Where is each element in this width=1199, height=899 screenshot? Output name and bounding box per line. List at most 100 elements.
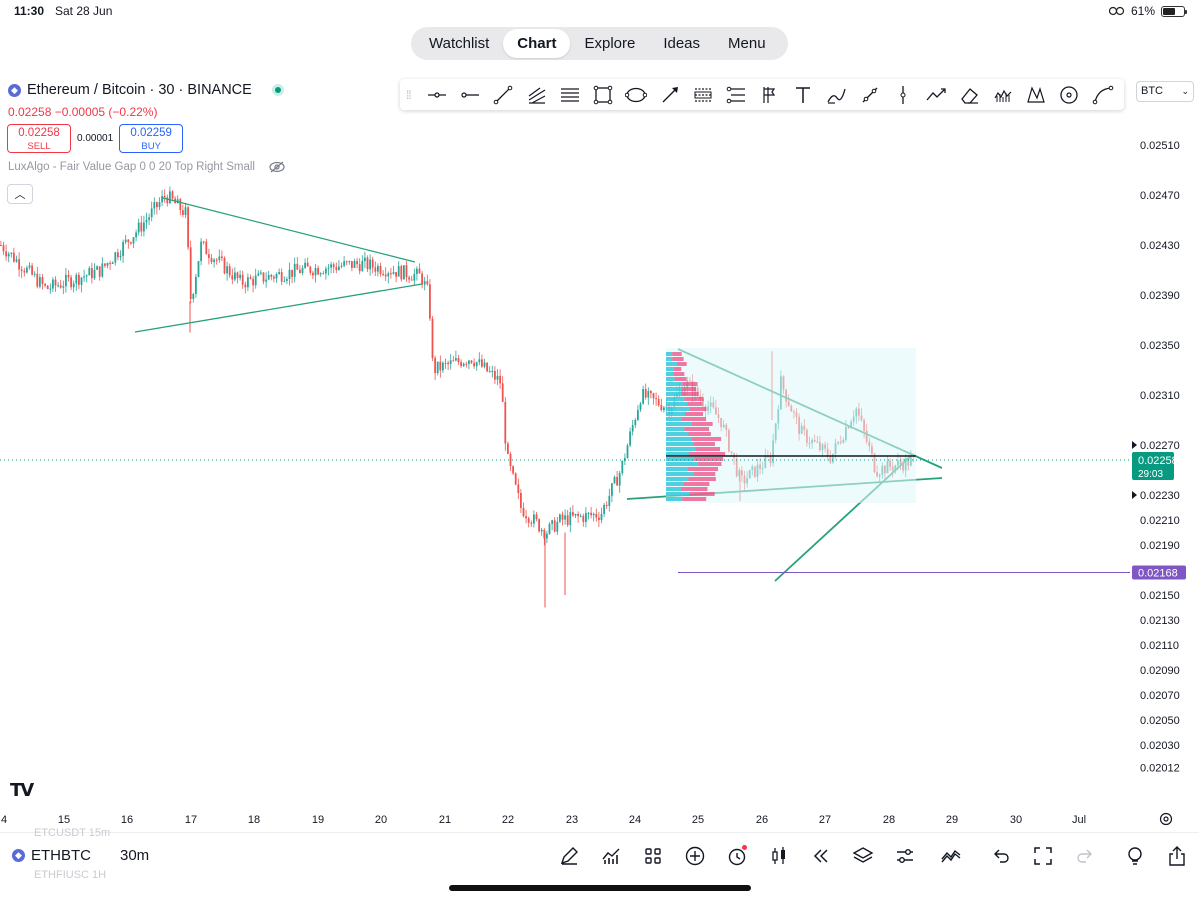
share-button[interactable] [1156,842,1198,870]
candle-body [111,262,114,264]
polyline-tool[interactable] [919,81,952,109]
volume-bar-up [666,417,682,421]
parallel-channel-tool[interactable] [553,81,586,109]
pitchfork-tool[interactable] [520,81,553,109]
candle-body [150,208,153,218]
price-chart[interactable]: 0.02510 0.02470 0.02430 0.02390 0.02350 0.023… [0,130,1199,830]
symbol-header[interactable]: ◆ Ethereum / Bitcoin · 30 · BINANCE [8,82,284,98]
candle-body [278,272,280,275]
indicator-legend[interactable]: LuxAlgo - Fair Value Gap 0 0 20 Top Righ… [8,161,285,173]
tab-chart[interactable]: Chart [503,29,571,58]
tab-ideas[interactable]: Ideas [663,35,701,52]
candle-body [10,252,13,254]
compare-button[interactable] [930,842,972,870]
fullscreen-button[interactable] [1022,842,1064,870]
interval-selector[interactable]: 30m [120,847,150,864]
tab-menu[interactable]: Menu [728,35,766,52]
symbol-title[interactable]: Ethereum / Bitcoin · 30 · BINANCE [27,82,252,98]
candle-body [62,286,65,288]
replay-button[interactable] [800,842,842,870]
candle-body [72,283,75,288]
candle-body [208,254,210,259]
layers-button[interactable] [842,842,884,870]
candle-body [130,242,132,244]
tradingview-logo-icon[interactable]: TV [10,780,34,801]
currency-value: BTC [1141,85,1163,97]
tab-watchlist[interactable]: Watchlist [429,35,490,52]
flag-tool[interactable] [753,81,786,109]
path-tool[interactable] [853,81,886,109]
curve-tool[interactable] [1086,81,1119,109]
last-price-badge [1132,452,1174,480]
indicator-name[interactable]: LuxAlgo - Fair Value Gap 0 0 20 Top Righ… [8,161,255,173]
cross-line-icon [427,91,446,98]
volume-bar-up [666,457,695,461]
lightbulb-icon [1128,847,1142,865]
indicators-button[interactable] [590,842,632,870]
chart-type-button[interactable] [758,842,800,870]
xabcd-pattern-tool[interactable] [1019,81,1052,109]
candle-body [462,363,465,366]
ellipse-tool[interactable] [620,81,653,109]
sell-price: 0.02258 [18,127,60,139]
candle-body [280,272,283,282]
sell-button[interactable]: 0.02258 SELL [7,124,71,153]
trend-line-tool[interactable] [487,81,520,109]
text-tool[interactable] [786,81,819,109]
price-tick-label: 0.02510 [1140,140,1180,152]
price-tick-label: 0.02030 [1140,740,1180,752]
time-axis[interactable]: 4 15 16 17 18 19 20 21 22 23 24 25 26 27 28 29 30 Jul [1,814,1086,826]
settings-button[interactable] [884,842,926,870]
volume-bar-down [688,477,716,481]
candle-body [387,273,390,277]
candle-body [312,272,314,276]
candle-body [299,269,301,274]
candle-body [509,453,512,467]
drag-handle-icon[interactable]: ⁞⁞ [406,87,412,102]
time-tick-label: 16 [121,814,133,826]
circle-tool[interactable] [1053,81,1086,109]
candle-body [507,443,509,454]
ideas-button[interactable] [1114,842,1156,870]
volume-profile-tool[interactable] [986,81,1019,109]
candle-body [608,495,611,506]
candle-body [343,261,345,266]
brush-tool[interactable] [820,81,853,109]
price-tick-label: 0.02430 [1140,240,1180,252]
symbol-selector[interactable]: ◆ ETHBTC [12,847,91,864]
tab-explore[interactable]: Explore [584,35,636,52]
layout-button[interactable] [632,842,674,870]
fib-retracement-tool[interactable] [720,81,753,109]
candle-body [80,277,83,285]
add-button[interactable] [674,842,716,870]
draw-button[interactable] [548,842,590,870]
buy-button[interactable]: 0.02259 BUY [119,124,184,153]
volume-bar-down [693,442,715,446]
alert-button[interactable] [716,842,758,870]
horizontal-ray-icon [461,91,479,98]
chart-settings-gear-icon[interactable] [1158,811,1174,827]
eraser-tool[interactable] [953,81,986,109]
eye-hidden-icon[interactable] [269,161,285,173]
buy-price: 0.02259 [130,127,172,139]
trend-line [162,197,416,263]
currency-select[interactable]: BTC ⌄ [1136,81,1194,102]
undo-button[interactable] [980,842,1022,870]
candle-body [317,267,319,275]
price-axis[interactable]: 0.02510 0.02470 0.02430 0.02390 0.02350 0.023… [0,140,1186,775]
long-position-tool[interactable] [686,81,719,109]
price-tick-label: 0.02470 [1140,190,1180,202]
circle-icon [1060,85,1078,104]
home-indicator[interactable] [449,885,751,891]
collapse-legend-button[interactable]: ︿ [7,184,33,204]
vertical-line-tool[interactable] [886,81,919,109]
cross-line-tool[interactable] [420,81,453,109]
horizontal-ray-tool[interactable] [453,81,486,109]
rectangle-tool[interactable] [586,81,619,109]
candle-body [496,375,499,380]
arrow-tool[interactable] [653,81,686,109]
volume-bar-up [666,422,692,426]
volume-bar-up [666,407,690,411]
redo-button[interactable] [1064,842,1106,870]
trade-row: 0.02258 SELL 0.00001 0.02259 BUY [7,124,184,153]
